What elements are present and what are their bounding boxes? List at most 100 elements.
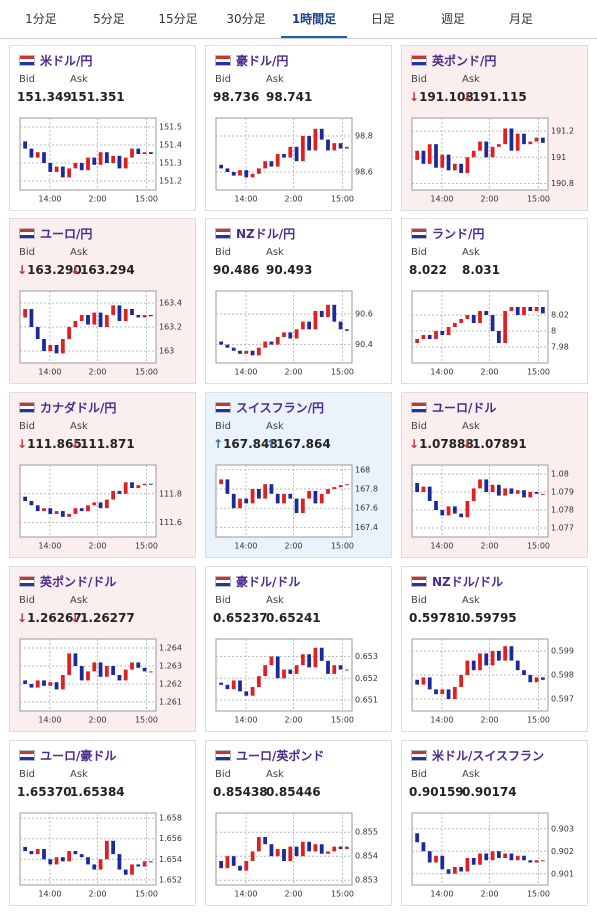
rate-card[interactable]: 米ドル/スイスフラン Bid Ask 0.90159 0.90174 0.901 0.902… bbox=[401, 740, 588, 906]
candle-body bbox=[86, 857, 90, 865]
rate-card[interactable]: ユーロ/英ポンド Bid Ask 0.85438 0.85446 0.853 0.854 0.… bbox=[205, 740, 392, 906]
y-tick-label: 151.2 bbox=[159, 177, 182, 186]
candle-body bbox=[421, 842, 426, 852]
x-tick-label: 14:00 bbox=[430, 195, 453, 204]
candle-body bbox=[130, 148, 134, 158]
bid-value: 98.736 bbox=[213, 90, 259, 104]
flag-icon bbox=[411, 576, 427, 587]
candle-body bbox=[231, 680, 236, 690]
candle-body bbox=[427, 851, 432, 863]
rate-card[interactable]: 豪ドル/ドル Bid Ask 0.65237 0.65241 0.651 0.652 0.65… bbox=[205, 566, 392, 732]
ask-label: Ask bbox=[462, 421, 480, 432]
candle-body bbox=[503, 853, 508, 858]
rate-card[interactable]: ランド/円 Bid Ask 8.022 8.031 7.98 8 8.02 14:00 2:00 1… bbox=[401, 218, 588, 384]
candle-body bbox=[326, 139, 330, 151]
rate-card[interactable]: 英ポンド/ドル Bid Ask ↓1.26267 ↓1.26277 1.261 1.262 1… bbox=[9, 566, 196, 732]
candle-body bbox=[244, 170, 249, 178]
tab[interactable]: 5分足 bbox=[93, 12, 125, 26]
rate-card[interactable]: ユーロ/円 Bid Ask ↓163.290 ↓163.294 163 163.2 163.4… bbox=[9, 218, 196, 384]
candle-body bbox=[42, 849, 46, 860]
candle-body bbox=[48, 163, 53, 172]
candle-body bbox=[534, 137, 539, 142]
candle-body bbox=[465, 315, 470, 319]
candle-body bbox=[300, 321, 305, 330]
candle-body bbox=[459, 513, 464, 518]
tab[interactable]: 週足 bbox=[440, 12, 465, 26]
y-tick-label: 1.658 bbox=[159, 814, 182, 823]
candle-body bbox=[434, 331, 438, 339]
x-tick-label: 15:00 bbox=[527, 716, 550, 725]
candle-body bbox=[142, 483, 147, 486]
bid-arrow: ↓ bbox=[409, 90, 420, 104]
candle-body bbox=[73, 851, 78, 855]
ask-label: Ask bbox=[462, 769, 480, 780]
candle-body bbox=[282, 332, 286, 337]
candle-body bbox=[231, 856, 236, 866]
flag-icon bbox=[215, 576, 231, 587]
y-tick-label: 0.651 bbox=[355, 696, 378, 705]
candle-body bbox=[117, 675, 122, 681]
y-tick-label: 167.8 bbox=[355, 485, 378, 494]
candle-body bbox=[142, 667, 147, 672]
tab[interactable]: 15分足 bbox=[158, 12, 198, 26]
mini-chart: 167.4 167.6 167.8 168 14:00 2:00 15:00 bbox=[215, 464, 378, 551]
candle-body bbox=[446, 154, 451, 171]
x-tick-label: 2:00 bbox=[285, 542, 303, 551]
candle-body bbox=[219, 479, 224, 485]
candle-body bbox=[338, 321, 343, 330]
x-tick-label: 15:00 bbox=[331, 542, 354, 551]
rate-card[interactable]: 英ポンド/円 Bid Ask ↓191.108 ↓191.115 190.8 191 191.… bbox=[401, 45, 588, 211]
x-tick-label: 2:00 bbox=[89, 890, 107, 899]
bid-label: Bid bbox=[215, 769, 231, 780]
x-tick-label: 2:00 bbox=[285, 890, 303, 899]
candle-body bbox=[225, 479, 230, 494]
bid-arrow: ↓ bbox=[17, 611, 28, 625]
rate-card[interactable]: 米ドル/円 Bid Ask 151.349 151.351 151.2 151.3 151.4… bbox=[9, 45, 196, 211]
rate-card[interactable]: 豪ドル/円 Bid Ask 98.736 98.741 98.6 98.8 14:00 2:00… bbox=[205, 45, 392, 211]
candle-body bbox=[452, 323, 457, 327]
candle-body bbox=[244, 498, 249, 504]
candle-body bbox=[275, 656, 280, 679]
candle-body bbox=[427, 486, 432, 501]
bid-label: Bid bbox=[19, 421, 35, 432]
bid-text: 8.022 bbox=[409, 263, 447, 277]
x-tick-label: 15:00 bbox=[331, 195, 354, 204]
plot-area bbox=[19, 464, 157, 538]
candle-body bbox=[509, 853, 514, 861]
tab[interactable]: 30分足 bbox=[226, 12, 266, 26]
candle-body bbox=[67, 513, 72, 517]
tab[interactable]: 1時間足 bbox=[281, 0, 347, 38]
candle-body bbox=[465, 157, 470, 173]
pair-name: NZドル/ドル bbox=[432, 575, 504, 589]
candle-body bbox=[130, 864, 134, 875]
candle-body bbox=[148, 152, 153, 154]
bid-text: 90.486 bbox=[213, 263, 260, 277]
tab[interactable]: 月足 bbox=[508, 12, 533, 26]
rate-card[interactable]: ユーロ/豪ドル Bid Ask 1.65370 1.65384 1.652 1.654 1.6… bbox=[9, 740, 196, 906]
candle-body bbox=[294, 498, 299, 513]
rate-card[interactable]: NZドル/円 Bid Ask 90.486 90.493 90.4 90.6 14:00 2:0… bbox=[205, 218, 392, 384]
ask-text: 8.031 bbox=[462, 263, 500, 277]
rate-card[interactable]: NZドル/ドル Bid Ask 0.59781 0.59795 0.597 0.598 0.5… bbox=[401, 566, 588, 732]
ask-value: 151.351 bbox=[70, 90, 125, 104]
y-tick-label: 0.598 bbox=[551, 671, 574, 680]
pair-name: ユーロ/ドル bbox=[432, 401, 497, 415]
x-tick-label: 2:00 bbox=[285, 195, 303, 204]
rate-card[interactable]: カナダドル/円 Bid Ask ↓111.865 ↓111.871 111.6 111.8 1… bbox=[9, 392, 196, 558]
x-tick-label: 2:00 bbox=[481, 542, 499, 551]
bid-value: 151.349 bbox=[17, 90, 72, 104]
rate-card[interactable]: スイスフラン/円 Bid Ask ↑167.848 ↑167.864 167.4 167.6… bbox=[205, 392, 392, 558]
y-tick-label: 151.3 bbox=[159, 159, 182, 168]
tab[interactable]: 日足 bbox=[370, 12, 395, 26]
candle-body bbox=[256, 489, 261, 499]
candle-body bbox=[225, 684, 230, 690]
x-tick-label: 14:00 bbox=[234, 195, 257, 204]
candle-body bbox=[136, 315, 141, 318]
candle-body bbox=[503, 311, 508, 343]
rate-card[interactable]: ユーロ/ドル Bid Ask ↓1.07888 ↓1.07891 1.077 1.078 1.… bbox=[401, 392, 588, 558]
ask-text: 151.351 bbox=[70, 90, 125, 104]
candle-body bbox=[86, 315, 90, 325]
tab[interactable]: 1分足 bbox=[25, 12, 57, 26]
candle-body bbox=[275, 493, 280, 504]
candle-body bbox=[338, 143, 343, 149]
